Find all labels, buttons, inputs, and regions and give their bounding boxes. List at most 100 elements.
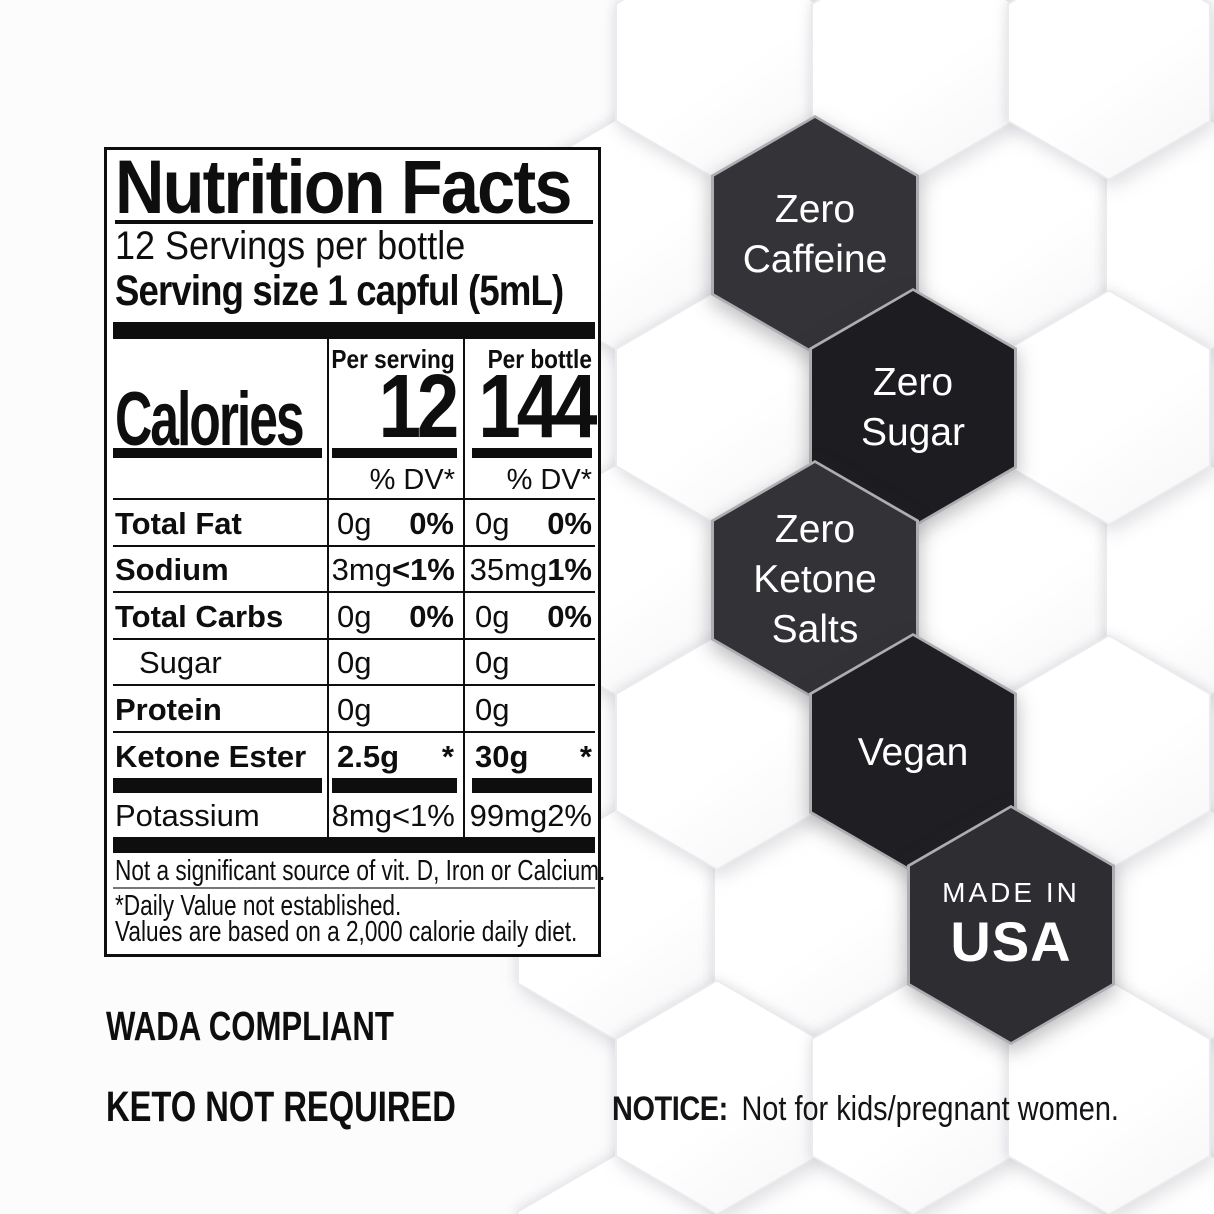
calories-underline-col1	[113, 448, 322, 458]
calories-underline-col3	[472, 448, 592, 458]
bottle-amount: 99mg	[469, 798, 548, 833]
calories-underline-col2	[332, 448, 457, 458]
footnote-rule	[113, 887, 595, 889]
serving-dv: <1%	[391, 798, 455, 833]
bottle-amount: 0g	[475, 598, 510, 634]
serving-amount: 0g	[337, 691, 372, 727]
claim-keto-text: KETO NOT REQUIRED	[106, 1083, 456, 1131]
badge-zero-ketone-salts: Zero Ketone Salts	[711, 460, 919, 700]
row-label: Potassium	[115, 798, 260, 833]
not-significant-note-text: Not a significant source of vit. D, Iron…	[115, 855, 606, 887]
serving-dv: <1%	[391, 552, 455, 588]
badge-line: Caffeine	[742, 238, 888, 281]
not-significant-note: Not a significant source of vit. D, Iron…	[115, 857, 744, 886]
row-label: Sodium	[115, 552, 229, 588]
servings-text: 12 Servings per bottle	[115, 224, 466, 268]
calories-per-bottle-number: 144	[478, 357, 597, 457]
title-rule	[115, 220, 593, 224]
bottle-amount: 0g	[475, 505, 510, 541]
calories-per-bottle-value: 144	[458, 357, 597, 457]
thick-divider-bar-bottom	[113, 837, 595, 853]
row-label: Protein	[115, 691, 222, 727]
serving-dv: 0%	[409, 598, 454, 634]
bottle-dv: 0%	[547, 598, 592, 634]
bottle-amount: 30g	[475, 738, 529, 774]
bottle-dv: 1%	[547, 552, 592, 588]
serving-amount: 3mg	[331, 552, 392, 588]
claim-wada-text: WADA COMPLIANT	[106, 1003, 394, 1049]
dv-header-bottle: % DV*	[506, 464, 592, 496]
serving-amount: 0g	[337, 645, 372, 681]
nutrient-rows: Total Fat 0g 0% 0g 0% Sodium 3mg <1% 35mg 1%…	[113, 498, 595, 778]
badge-line: Sugar	[860, 411, 966, 454]
row-label: Total Carbs	[115, 598, 284, 634]
nutrient-row-total-carbs: Total Carbs 0g 0% 0g 0%	[113, 591, 595, 638]
calories-per-serving-number: 12	[378, 357, 459, 457]
badge-line: Zero	[872, 361, 954, 405]
row-label: Total Fat	[115, 505, 242, 541]
badge-line: Zero	[774, 188, 856, 232]
badge-line: Vegan	[857, 731, 969, 775]
bottle-amount: 0g	[475, 691, 510, 727]
hex-pattern-cell	[1007, 979, 1211, 1214]
hex-pattern-cell	[615, 979, 819, 1214]
column-separator-2	[463, 339, 465, 837]
dv-header-serving: % DV*	[369, 464, 455, 496]
column-separator-1	[327, 339, 329, 837]
footnote-daily-value: *Daily Value not established.	[115, 892, 482, 921]
footnote-calorie-diet: Values are based on a 2,000 calorie dail…	[115, 918, 708, 947]
badge-text: Zero Caffeine	[711, 115, 919, 355]
nutrient-row-sodium: Sodium 3mg <1% 35mg 1%	[113, 544, 595, 592]
nutrient-row-total-fat: Total Fat 0g 0% 0g 0%	[113, 498, 595, 545]
serving-amount: 0g	[337, 598, 372, 634]
column-header-per-serving: Per serving	[313, 346, 455, 372]
serving-amount: 8mg	[331, 798, 392, 833]
badge-line: MADE IN	[942, 877, 1080, 909]
claim-keto-not-required: KETO NOT REQUIRED	[106, 1086, 566, 1129]
claim-wada-compliant: WADA COMPLIANT	[106, 1006, 485, 1047]
serving-amount: 0g	[337, 505, 372, 541]
hex-pattern-cell	[1007, 0, 1211, 181]
serving-dv: 0%	[409, 505, 454, 541]
calories-label: Calories	[115, 382, 391, 458]
bottle-dv: *	[579, 738, 592, 774]
row-label: Sugar	[139, 645, 222, 681]
badge-line: Zero	[774, 508, 856, 552]
hex-pattern-cell	[1007, 289, 1211, 526]
row-label: Ketone Ester	[115, 738, 307, 774]
nutrient-row-protein: Protein 0g 0g	[113, 684, 595, 731]
serving-size-text: Serving size 1 capful (5mL)	[115, 267, 564, 315]
calories-per-serving-value: 12	[365, 357, 459, 457]
notice-label: NOTICE:	[612, 1090, 728, 1128]
footnote-calorie-diet-text: Values are based on a 2,000 calorie dail…	[115, 916, 578, 948]
notice-line: NOTICE: Not for kids/pregnant women.	[612, 1092, 1208, 1126]
per-bottle-text: Per bottle	[487, 344, 592, 374]
bottle-amount: 35mg	[469, 552, 548, 588]
bottle-amount: 0g	[475, 645, 510, 681]
footnote-daily-value-text: *Daily Value not established.	[115, 890, 402, 922]
badge-text: Vegan	[809, 633, 1017, 873]
badge-line: USA	[950, 910, 1072, 973]
hex-pattern-cell	[811, 979, 1015, 1214]
column-header-per-bottle: Per bottle	[472, 346, 592, 372]
serving-dv: *	[441, 738, 454, 774]
nutrient-row-ketone-ester: Ketone Ester 2.5g * 30g *	[113, 730, 595, 778]
thick-bar-col1	[113, 778, 322, 793]
nutrition-facts-title-text: Nutrition Facts	[115, 145, 572, 230]
thick-bar-col2	[332, 778, 457, 793]
per-serving-text: Per serving	[331, 344, 455, 374]
bottle-dv: 0%	[547, 505, 592, 541]
thick-divider-bar	[113, 322, 595, 339]
badge-line: Salts	[771, 607, 859, 651]
bottle-dv: 2%	[547, 798, 592, 833]
serving-amount: 2.5g	[337, 738, 400, 774]
serving-size: Serving size 1 capful (5mL)	[115, 268, 642, 314]
servings-per-bottle: 12 Servings per bottle	[115, 224, 504, 268]
badge-text: Zero Ketone Salts	[711, 460, 919, 700]
nutrient-row-potassium: Potassium 8mg <1% 99mg 2%	[113, 793, 595, 837]
badge-text: MADE IN USA	[907, 805, 1115, 1045]
nutrient-row-sugar: Sugar 0g 0g	[113, 637, 595, 685]
nutrition-facts-panel: Nutrition Facts 12 Servings per bottle S…	[104, 145, 605, 957]
badge-text: Zero Sugar	[809, 288, 1017, 528]
